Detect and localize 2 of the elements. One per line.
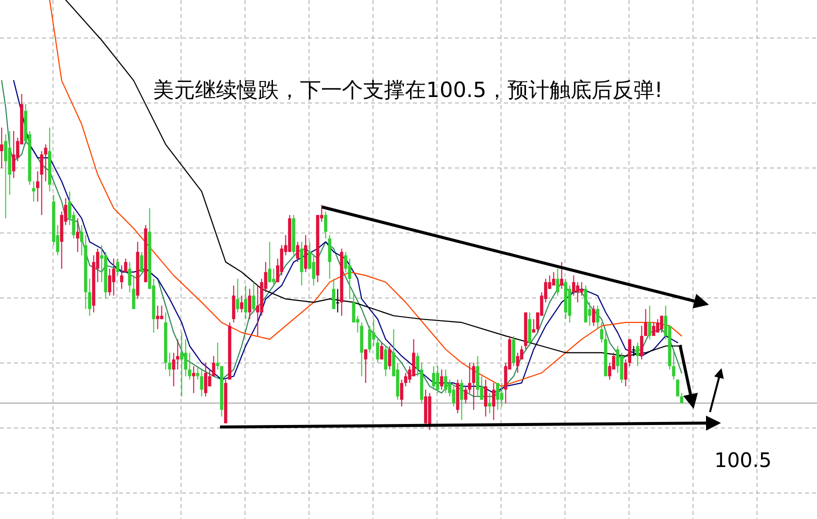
title: 美元继续慢跌，下一个支撑在100.5，预计触底后反弹! [153, 78, 663, 102]
annotation: 100.5 [714, 448, 772, 472]
